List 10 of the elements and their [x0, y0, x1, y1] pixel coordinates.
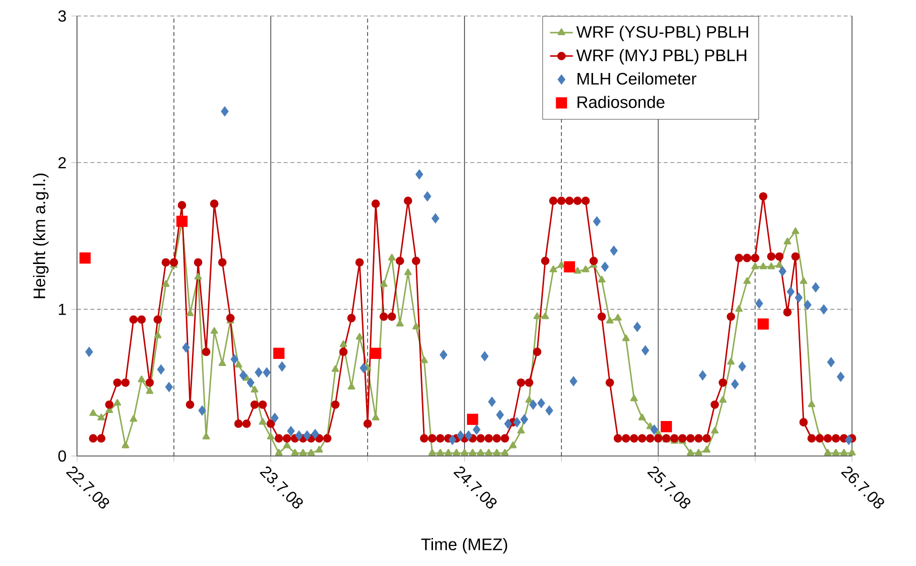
- y-tick-label: 0: [58, 450, 66, 462]
- legend-label: WRF (YSU-PBL) PBLH: [576, 26, 748, 42]
- legend-label: WRF (MYJ PBL) PBLH: [576, 48, 746, 65]
- legend-label: MLH Ceilometer: [578, 72, 696, 85]
- legend-label: Radiosonde: [578, 96, 664, 108]
- y-axis-title: Height (km a.g.l.): [33, 174, 49, 298]
- x-axis-title: Time (MEZ): [421, 538, 508, 554]
- y-tick-label: 1: [58, 304, 66, 315]
- y-tick-label: 3: [58, 10, 66, 22]
- y-tick-label: 2: [58, 157, 66, 168]
